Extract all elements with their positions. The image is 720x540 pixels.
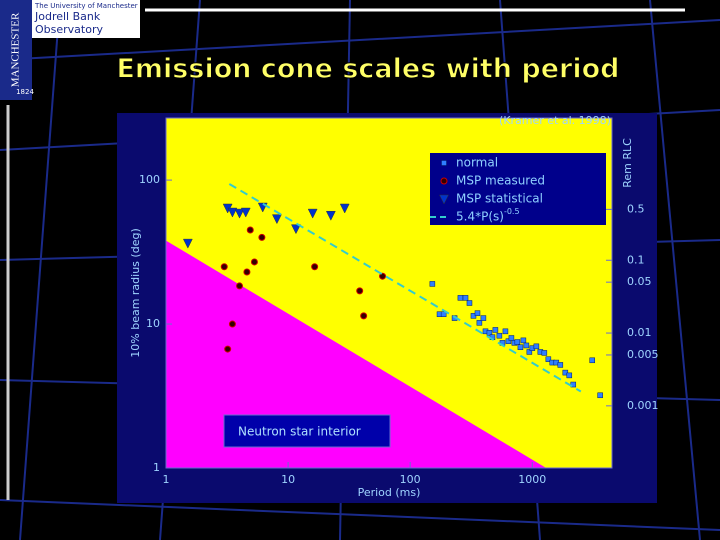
- y-axis-label: 10% beam radius (deg): [129, 228, 142, 357]
- point: [533, 343, 540, 350]
- point: [541, 350, 548, 356]
- point: [502, 328, 509, 335]
- logo-strip: [0, 0, 32, 100]
- point: [360, 312, 368, 320]
- plot-frame: [165, 117, 613, 469]
- y2-tick-label: 0.005: [627, 348, 659, 361]
- point: [258, 233, 266, 241]
- y-tick-label: 100: [139, 173, 160, 186]
- point: [291, 224, 301, 235]
- logo-name: Jodrell Bank: [34, 10, 101, 23]
- point: [457, 295, 464, 301]
- x-tick-label: 1: [163, 473, 170, 486]
- logo-name: Observatory: [35, 23, 103, 36]
- legend: [430, 153, 606, 225]
- point: [227, 207, 238, 218]
- x-tick-label: 10: [281, 473, 295, 486]
- point: [250, 258, 258, 266]
- point: [311, 263, 319, 271]
- point: [224, 345, 232, 353]
- point: [474, 310, 481, 316]
- annotation-box: [223, 414, 391, 448]
- slide-title: Emission cone scales with period: [116, 54, 619, 85]
- y2-tick-label: 0.5: [627, 202, 645, 215]
- logo-vertical: MANCHESTER: [10, 12, 22, 87]
- point: [440, 311, 447, 317]
- legend-label: MSP measured: [456, 174, 545, 188]
- point: [496, 332, 503, 339]
- point: [566, 372, 573, 379]
- neutron-star-region: [166, 240, 547, 468]
- point: [508, 335, 515, 341]
- point: [220, 263, 228, 271]
- point: [517, 344, 524, 350]
- point: [526, 349, 533, 355]
- point: [514, 339, 521, 345]
- point: [236, 282, 244, 290]
- point: [562, 369, 569, 376]
- point: [557, 362, 564, 368]
- legend-marker: [439, 194, 449, 205]
- point: [429, 281, 436, 287]
- y2-tick-label: 0.001: [627, 399, 659, 412]
- legend-label: 5.4*P(s)-0.5: [456, 207, 520, 224]
- point: [589, 357, 595, 364]
- point: [476, 320, 483, 326]
- y-tick-label: 10: [146, 317, 160, 330]
- plot: [166, 183, 603, 468]
- logo-year: 1824: [16, 88, 34, 96]
- logo-university: The University of Manchester: [34, 2, 138, 10]
- point: [339, 203, 350, 214]
- point: [182, 238, 193, 249]
- point: [545, 356, 552, 362]
- legend-label: normal: [456, 156, 498, 170]
- point: [505, 338, 512, 344]
- y2-axis-label: Rem RLC: [621, 138, 634, 188]
- point: [243, 268, 251, 276]
- citation: (Kramer et al. 1998): [499, 114, 611, 127]
- point: [240, 207, 251, 218]
- point: [597, 392, 603, 399]
- point: [272, 214, 282, 225]
- point: [228, 320, 236, 328]
- y2-tick-label: 0.05: [627, 275, 652, 288]
- legend-marker: [440, 177, 448, 185]
- point: [307, 208, 318, 219]
- point: [466, 300, 473, 306]
- point: [325, 210, 336, 221]
- point: [486, 330, 493, 336]
- x-tick-label: 100: [400, 473, 421, 486]
- fit-line: [228, 183, 582, 393]
- point: [356, 287, 364, 295]
- legend-label: MSP statistical: [456, 192, 543, 206]
- logo-box: [32, 0, 140, 38]
- x-axis-label: Period (ms): [358, 486, 421, 499]
- x-tick-label: 1000: [518, 473, 546, 486]
- point: [480, 315, 487, 321]
- y2-tick-label: 0.1: [627, 253, 645, 266]
- point: [492, 327, 499, 333]
- point: [520, 337, 527, 344]
- point: [523, 342, 530, 349]
- legend-marker: [441, 160, 447, 166]
- y2-tick-label: 0.01: [627, 326, 652, 339]
- point: [246, 226, 254, 234]
- annotation: Neutron star interior: [238, 425, 361, 439]
- point: [462, 295, 469, 301]
- point: [234, 208, 245, 219]
- y-tick-label: 1: [153, 461, 160, 474]
